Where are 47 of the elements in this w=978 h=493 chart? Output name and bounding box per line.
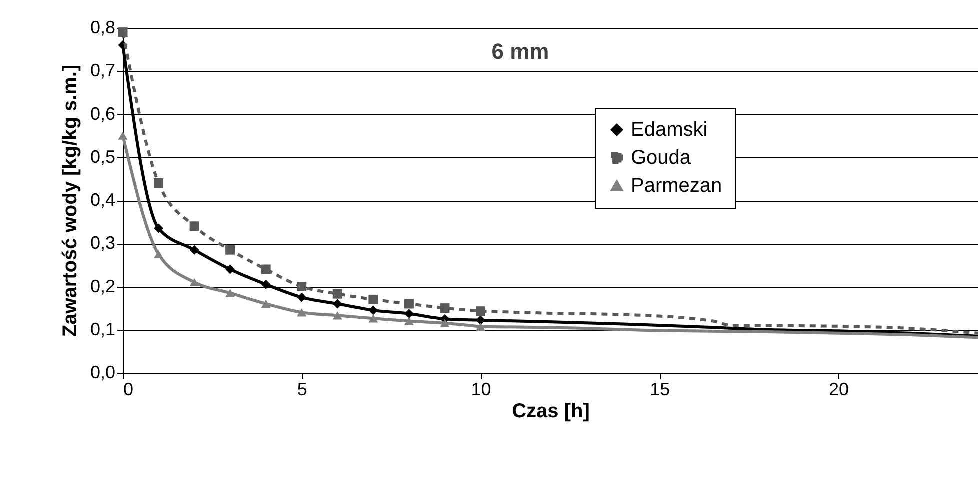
point — [332, 289, 342, 299]
point — [404, 317, 414, 326]
x-tick-label: 0 — [124, 380, 134, 400]
y-tick-label: 0,2 — [90, 276, 116, 296]
point — [368, 294, 378, 304]
point — [154, 250, 164, 259]
point — [332, 312, 342, 320]
legend-label: Parmezan — [631, 175, 722, 197]
point — [190, 278, 200, 287]
point — [440, 304, 450, 314]
x-axis-title: Czas [h] — [512, 400, 590, 422]
point — [226, 289, 236, 298]
point — [368, 306, 378, 316]
legend-label: Gouda — [631, 147, 692, 169]
point — [332, 299, 342, 309]
point — [154, 224, 164, 234]
y-tick-label: 0,8 — [90, 18, 116, 38]
point — [440, 319, 450, 328]
point — [261, 264, 271, 274]
point — [297, 282, 307, 292]
point — [297, 308, 307, 317]
y-tick-label: 0,6 — [90, 104, 116, 124]
y-tick-label: 0,4 — [90, 190, 116, 210]
point — [226, 245, 236, 255]
x-tick-label: 15 — [650, 380, 670, 400]
point — [261, 280, 271, 290]
point — [368, 314, 378, 323]
text: 6 mm — [492, 39, 550, 64]
y-tick-label: 0,3 — [90, 233, 116, 254]
point — [190, 222, 200, 232]
x-tick-label: 20 — [828, 380, 849, 400]
point — [404, 299, 414, 309]
point — [226, 264, 236, 274]
point — [154, 178, 164, 188]
point — [297, 292, 307, 302]
x-tick-label: 10 — [471, 380, 492, 400]
y-axis-title: Zawartość wody [kg/kg s.m.] — [59, 64, 82, 338]
y-tick-label: 0,1 — [90, 319, 116, 340]
point — [118, 132, 128, 140]
x-tick-label: 5 — [297, 380, 308, 400]
point — [190, 245, 200, 255]
y-tick-label: 0,5 — [90, 146, 116, 167]
legend-label: Edamski — [631, 119, 708, 141]
y-tick-label: 0,7 — [90, 60, 116, 81]
y-tick-label: 0,0 — [90, 362, 116, 382]
point — [261, 300, 271, 308]
point — [404, 309, 414, 319]
